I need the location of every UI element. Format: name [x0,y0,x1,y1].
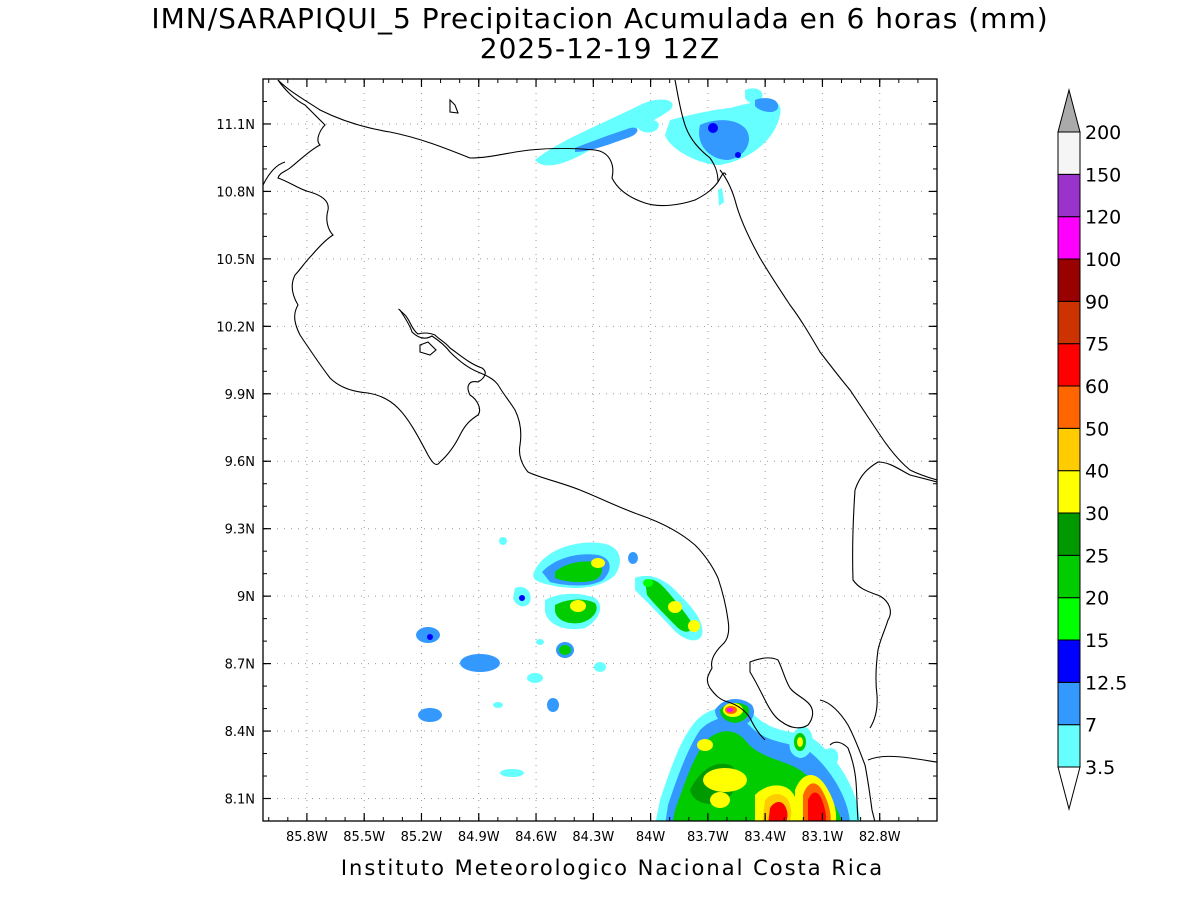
colorbar-top-arrow [1057,88,1081,133]
coastlines [263,79,937,821]
colorbar-label: 100 [1085,249,1121,271]
colorbar-swatch [1057,173,1081,218]
lon-tick-label: 82.8W [859,830,901,845]
latitude-axis: 8.1N 8.4N 8.7N 9N 9.3N 9.6N 9.9N 10.2N 10.5N 10.8… [216,78,937,822]
lat-tick-label: 9N [237,590,255,605]
colorbar-label: 20 [1085,588,1109,610]
lon-tick-label: 83.1W [802,830,844,845]
colorbar-label: 15 [1085,630,1109,652]
colorbar-label: 90 [1085,291,1109,313]
colorbar-swatch [1057,597,1081,641]
rain-area-south [655,698,860,821]
lon-tick-label: 84.9W [458,830,500,845]
lon-tick-label: 84.6W [515,830,557,845]
map-title-line2: 2025-12-19 12Z [479,32,721,65]
colorbar-swatch [1057,216,1081,260]
colorbar-swatch [1057,681,1081,726]
lon-tick-label: 85.2W [401,830,443,845]
colorbar-swatch [1057,470,1081,514]
lat-tick-label: 8.4N [225,725,255,740]
colorbar-swatch [1057,300,1081,345]
rain-area-central [416,537,703,777]
lat-tick-label: 9.6N [225,455,255,470]
lat-tick-label: 10.8N [216,185,255,200]
colorbar-label: 200 [1085,122,1121,144]
lat-tick-label: 8.1N [225,793,255,808]
lat-tick-label: 10.5N [216,253,255,268]
colorbar-swatch [1057,427,1081,472]
colorbar-label: 40 [1085,461,1109,483]
lat-tick-label: 9.3N [225,523,255,538]
colorbar-swatch [1057,512,1081,556]
lat-tick-label: 10.2N [216,320,255,335]
colorbar-label: 12.5 [1085,672,1127,694]
precipitation-field [416,88,860,821]
map-gridlines [263,79,937,821]
lon-tick-label: 83.4W [744,830,786,845]
lon-tick-label: 85.5W [343,830,385,845]
colorbar-label: 3.5 [1085,757,1115,779]
lat-tick-label: 8.7N [225,658,255,673]
rain-area-north [535,88,781,206]
lon-tick-label: 83.7W [687,830,729,845]
lon-tick-label: 85.8W [286,830,328,845]
lat-tick-label: 9.9N [225,388,255,403]
colorbar-swatch [1057,639,1081,683]
colorbar-swatch [1057,258,1081,302]
lat-tick-label: 11.1N [216,118,255,133]
precipitation-colorbar: 3.5 7 12.5 15 20 25 30 40 50 60 75 90 100 120 150 200 [1057,88,1127,811]
footer-credit: Instituto Meteorologico Nacional Costa R… [340,856,885,880]
map-frame [262,78,938,822]
colorbar-label: 25 [1085,545,1109,567]
lon-tick-label: 84.3W [572,830,614,845]
colorbar-bottom-arrow [1057,766,1081,811]
colorbar-label: 150 [1085,164,1121,186]
colorbar-label: 60 [1085,376,1109,398]
colorbar-swatch [1057,131,1081,175]
colorbar-label: 50 [1085,418,1109,440]
colorbar-swatch [1057,343,1081,387]
colorbar-label: 30 [1085,503,1109,525]
colorbar-label: 75 [1085,334,1109,356]
lon-tick-label: 84W [636,830,666,845]
colorbar-swatch [1057,385,1081,429]
colorbar-label: 120 [1085,207,1121,229]
colorbar-label: 7 [1085,715,1097,737]
colorbar-swatch [1057,724,1081,768]
colorbar-swatch [1057,554,1081,599]
map-title-line1: IMN/SARAPIQUI_5 Precipitacion Acumulada … [151,2,1049,35]
longitude-axis: 85.8W 85.5W 85.2W 84.9W 84.6W 84.3W 84W 83.7W 83… [268,79,938,845]
